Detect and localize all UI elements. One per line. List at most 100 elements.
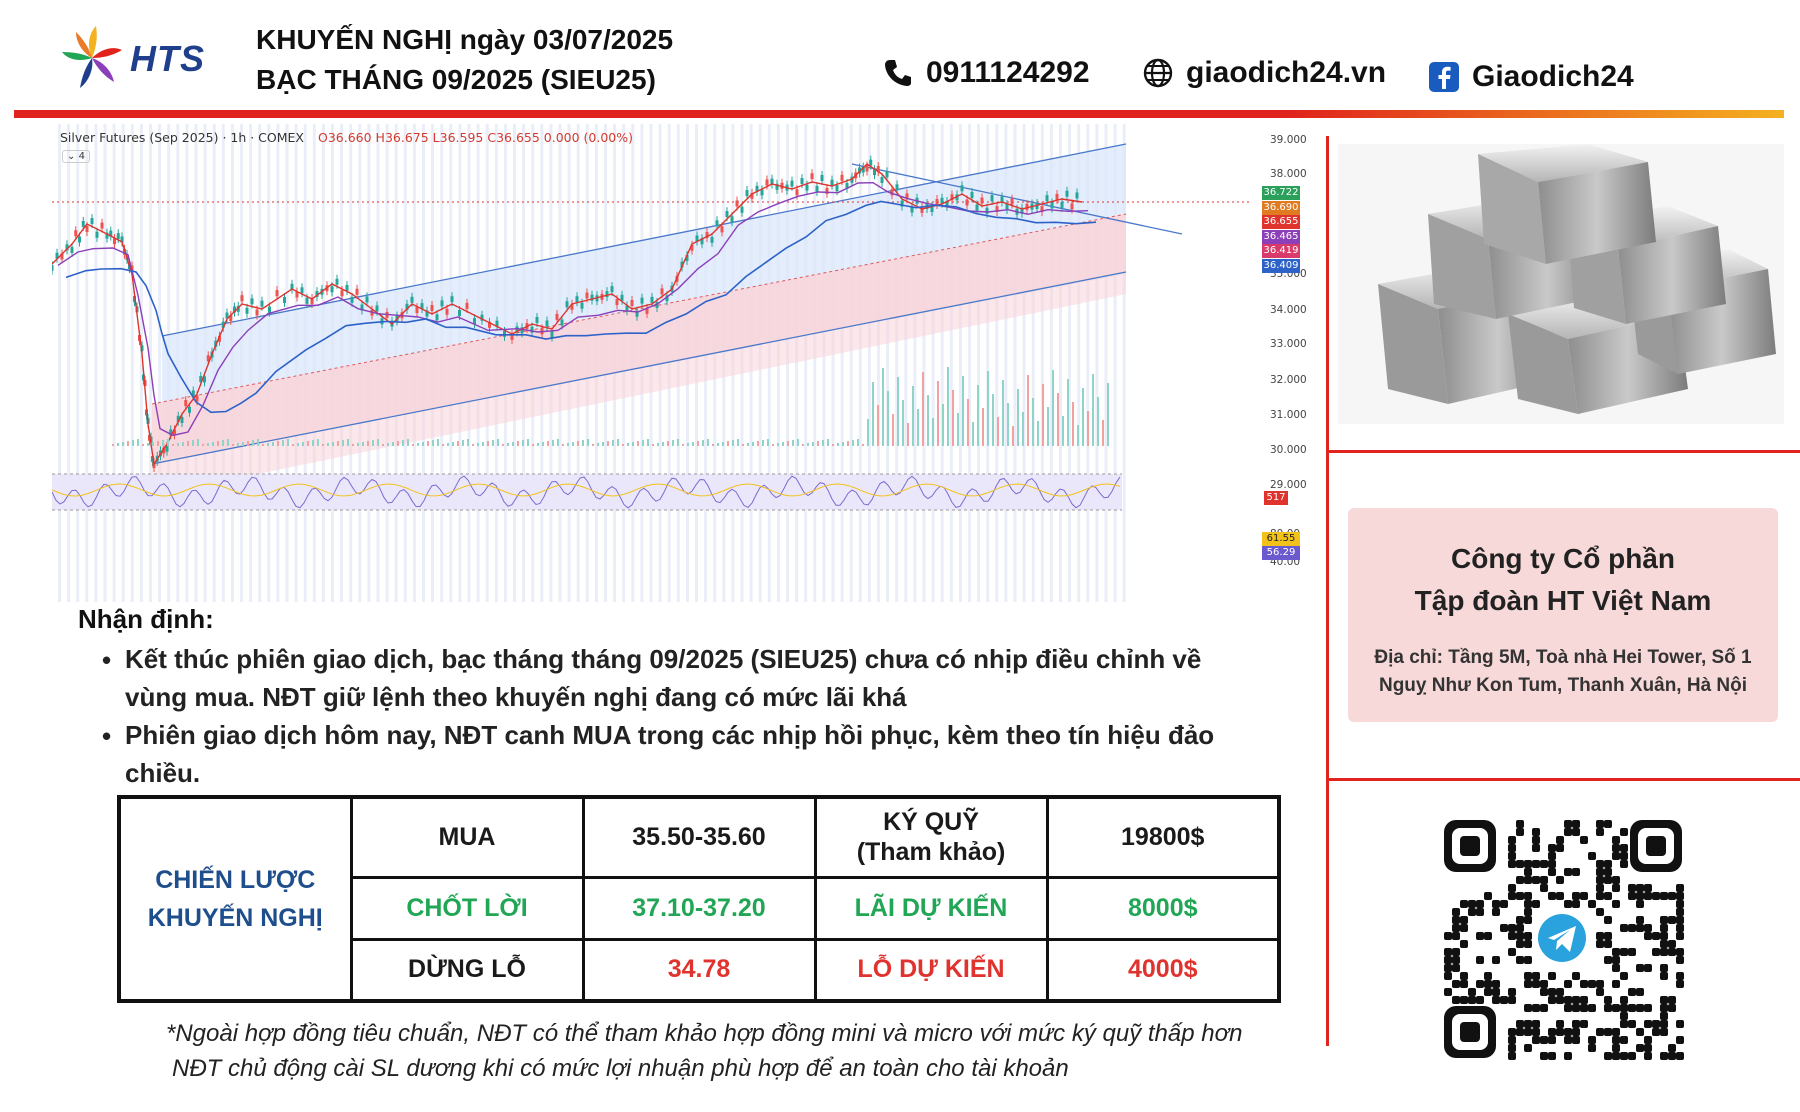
candle-body (815, 185, 819, 192)
volume-bar (332, 442, 334, 446)
volume-bar (687, 443, 689, 446)
facebook-contact[interactable]: Giaodich24 (1428, 60, 1634, 94)
volume-bar (132, 440, 134, 446)
volume-bar (662, 442, 664, 446)
volume-bar (347, 439, 349, 446)
candle-body (905, 193, 909, 200)
volume-bar (762, 440, 764, 446)
session-stripe (831, 124, 835, 602)
candle-body (218, 335, 221, 342)
website-link[interactable]: giaodich24.vn (1186, 56, 1387, 89)
qr-module (1644, 1052, 1652, 1060)
qr-module (1620, 852, 1628, 860)
qr-module (1492, 956, 1500, 964)
candle-body (268, 306, 271, 313)
website-contact[interactable]: giaodich24.vn (1142, 56, 1386, 90)
margin-value: 19800$ (1045, 795, 1281, 879)
session-stripe (130, 124, 134, 602)
session-stripe (840, 124, 844, 602)
qr-module (1612, 884, 1620, 892)
session-stripe (1004, 124, 1008, 602)
volume-bar (1027, 375, 1029, 446)
qr-module (1636, 884, 1644, 892)
volume-bar (747, 443, 749, 446)
candle-body (55, 252, 59, 259)
candle-body (78, 236, 81, 243)
session-stripe (1040, 124, 1044, 602)
volume-bar (607, 441, 609, 446)
qr-module (1540, 884, 1548, 892)
qr-module (1548, 868, 1556, 876)
qr-module (1612, 852, 1620, 860)
strategy-table: CHIẾN LƯỢC KHUYẾN NGHỊ MUA 35.50-35.60 K… (117, 795, 1281, 1003)
volume-bar (887, 391, 889, 446)
volume-bar (942, 404, 944, 446)
volume-bar (827, 439, 829, 446)
qr-module (1444, 956, 1452, 964)
qr-module (1676, 972, 1684, 980)
volume-bar (612, 440, 614, 446)
phone-icon (885, 60, 911, 86)
facebook-page[interactable]: Giaodich24 (1472, 60, 1634, 93)
qr-code[interactable] (1444, 820, 1684, 1060)
candle-body (250, 298, 254, 305)
indicator-toggle[interactable]: ⌄ 4 (62, 150, 90, 163)
session-stripe (849, 124, 853, 602)
silver-bars-image (1338, 144, 1784, 424)
qr-module (1484, 980, 1492, 988)
analysis-bullet-2: Phiên giao dịch hôm nay, NĐT canh MUA tr… (125, 716, 1289, 792)
candle-body (310, 297, 314, 304)
volume-bar (1007, 403, 1009, 446)
qr-module (1612, 876, 1620, 884)
analysis-heading: Nhận định: (78, 604, 214, 634)
expected-profit-label: LÃI DỰ KIẾN (813, 875, 1049, 941)
globe-icon (1143, 58, 1173, 88)
indicator-count: 4 (78, 151, 85, 162)
qr-module (1572, 820, 1580, 828)
qr-module (1596, 1028, 1604, 1036)
candle-body (415, 307, 419, 314)
qr-module (1604, 916, 1612, 924)
volume-bar (377, 439, 379, 446)
qr-module (1548, 1028, 1556, 1036)
session-stripe (977, 124, 981, 602)
volume-bar (947, 367, 949, 446)
candle-body (236, 305, 240, 312)
qr-module (1548, 972, 1556, 980)
phone-contact[interactable]: 0911124292 (882, 56, 1090, 90)
session-stripe (67, 124, 71, 602)
facebook-icon (1429, 62, 1459, 92)
qr-module (1508, 924, 1516, 932)
qr-module (1676, 948, 1684, 956)
qr-module (1532, 980, 1540, 988)
bullet-1-marker: • (102, 645, 112, 675)
buy-label: MUA (349, 795, 585, 879)
qr-module (1516, 932, 1524, 940)
qr-module (1636, 988, 1644, 996)
volume-bar (432, 440, 434, 446)
candle-body (770, 178, 774, 185)
candle-body (740, 206, 744, 213)
qr-module (1596, 828, 1604, 836)
volume-bar (277, 441, 279, 446)
session-stripe (1068, 124, 1072, 602)
volume-bar (487, 441, 489, 446)
session-stripe (877, 124, 880, 602)
volume-bar (512, 442, 514, 446)
session-stripe (904, 124, 908, 602)
qr-module (1500, 996, 1508, 1004)
qr-module (1620, 828, 1628, 836)
qr-module (1628, 948, 1636, 956)
qr-module (1596, 820, 1604, 828)
qr-module (1452, 932, 1460, 940)
qr-module (1620, 996, 1628, 1004)
candle-body (260, 300, 264, 307)
candle-body (880, 176, 884, 183)
volume-bar (317, 439, 319, 446)
price-tag: 36.419 (1262, 244, 1300, 258)
qr-module (1668, 940, 1676, 948)
candle-body (730, 216, 734, 223)
qr-module (1612, 956, 1620, 964)
candle-body (975, 204, 979, 211)
candle-body (52, 264, 54, 271)
